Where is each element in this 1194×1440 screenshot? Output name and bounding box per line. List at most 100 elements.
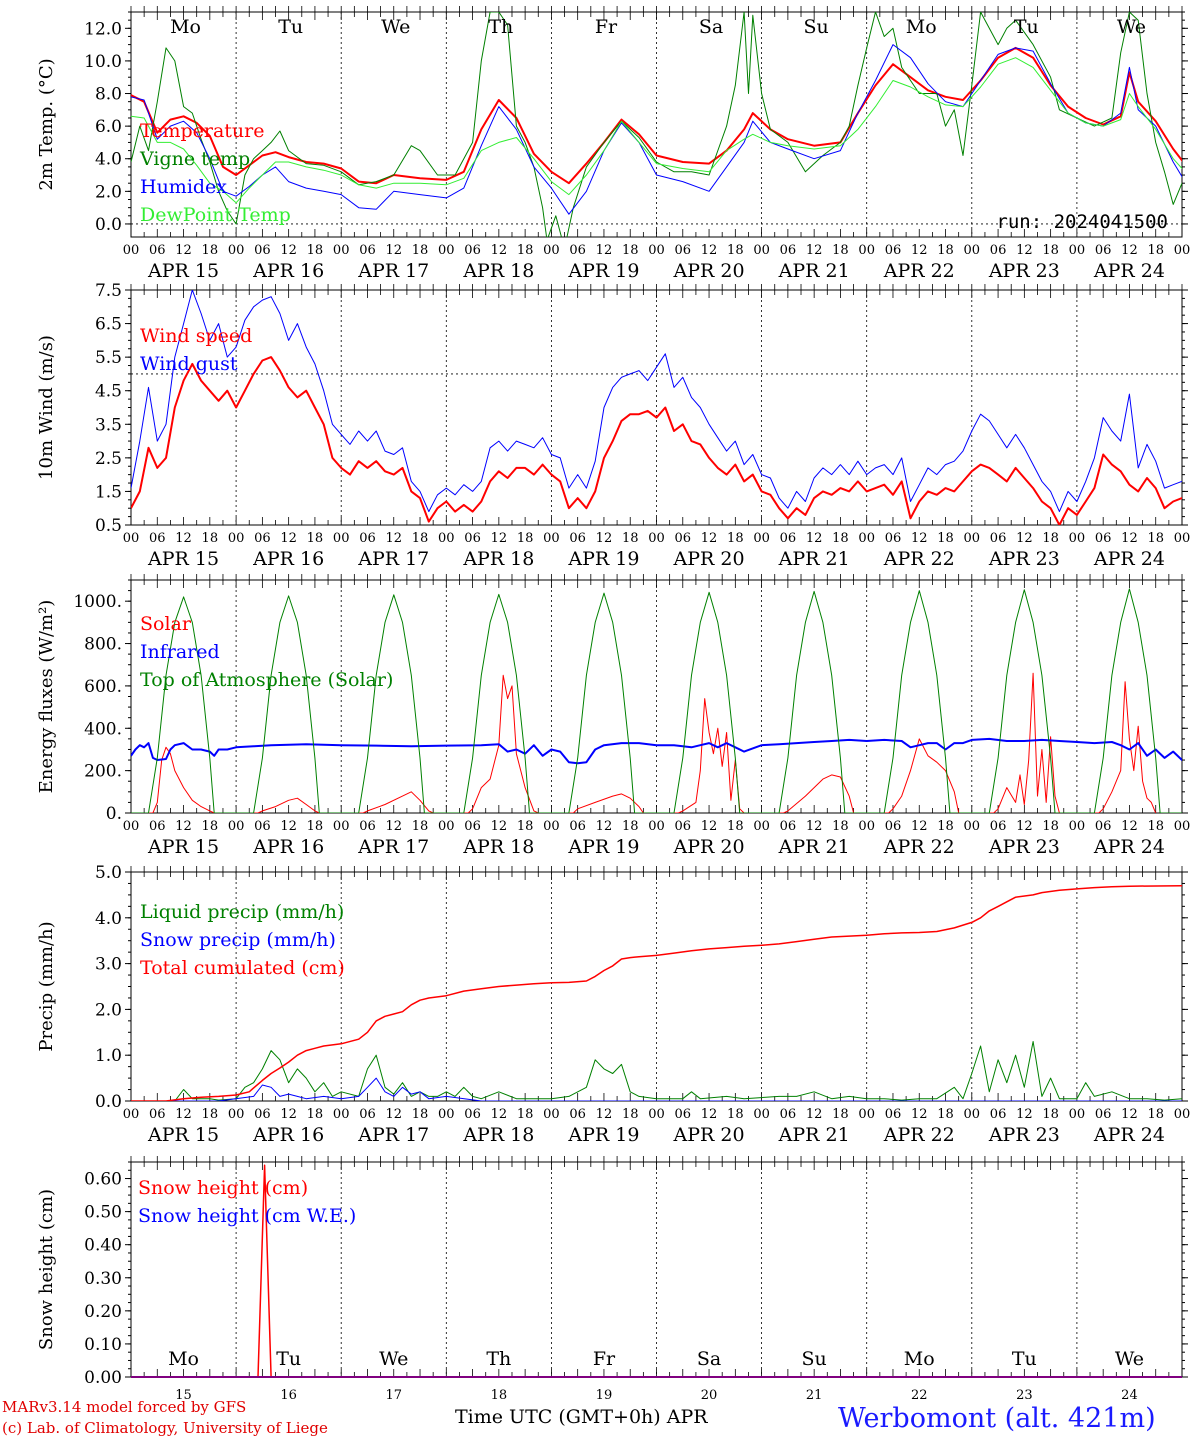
series-snow-precip-mm-h — [131, 1077, 1182, 1101]
y-tick-label: 400. — [84, 719, 122, 739]
legend-entry: DewPoint Temp — [140, 204, 291, 226]
hour-label: 00 — [753, 531, 770, 546]
hour-label: 12 — [1016, 531, 1033, 546]
hour-label: 18 — [622, 819, 639, 834]
hour-label: 18 — [727, 243, 744, 258]
hour-label: 06 — [780, 819, 797, 834]
date-label: APR 18 — [462, 260, 534, 282]
series-total-cumulated-cm — [131, 884, 1182, 1101]
hour-label: 18 — [832, 243, 849, 258]
y-tick-label: 0.40 — [84, 1236, 122, 1256]
date-label: APR 20 — [673, 1124, 745, 1146]
date-label: APR 23 — [988, 548, 1060, 570]
y-tick-label: 3.0 — [95, 955, 122, 975]
hour-label: 06 — [885, 531, 902, 546]
panel-4: 0.0 1.0 2.0 3.0 4.0 5.0 Precip (mm/h) Liquid pr… — [36, 863, 1191, 1146]
hour-label: 06 — [675, 243, 692, 258]
day-number: 23 — [1016, 1388, 1033, 1403]
hour-label: 12 — [701, 819, 718, 834]
hour-label: 06 — [885, 819, 902, 834]
legend-entry: Temperature — [140, 120, 264, 142]
legend-entry: Infrared — [140, 641, 220, 663]
hour-label: 06 — [569, 243, 586, 258]
hour-label: 18 — [937, 819, 954, 834]
hour-label: 00 — [1069, 243, 1086, 258]
hour-label: 06 — [254, 531, 271, 546]
y-tick-label: 4.0 — [95, 150, 122, 170]
day-name: Tu — [276, 1348, 301, 1370]
hour-label: 00 — [123, 531, 140, 546]
date-label: APR 20 — [673, 548, 745, 570]
hour-label: 12 — [1016, 243, 1033, 258]
series-dewpoint-temp — [131, 57, 1182, 204]
date-label: APR 19 — [567, 836, 639, 858]
date-label: APR 23 — [988, 1124, 1060, 1146]
hour-label: 12 — [385, 243, 402, 258]
y-tick-label: 5.5 — [95, 348, 122, 368]
hour-label: 18 — [202, 819, 219, 834]
hour-label: 00 — [753, 243, 770, 258]
y-tick-label: 600. — [84, 677, 122, 697]
hour-label: 00 — [1069, 1107, 1086, 1122]
hour-label: 12 — [175, 1107, 192, 1122]
hour-label: 06 — [464, 819, 481, 834]
day-name: Mo — [170, 16, 201, 38]
hour-label: 06 — [569, 1107, 586, 1122]
legend-entry: Wind speed — [140, 325, 252, 347]
y-tick-label: 0.00 — [84, 1368, 122, 1388]
y-tick-label: 6.0 — [95, 117, 122, 137]
y-tick-label: 1000. — [73, 592, 122, 612]
y-tick-label: 0.20 — [84, 1302, 122, 1322]
hour-label: 18 — [412, 531, 429, 546]
date-label: APR 15 — [147, 260, 219, 282]
model-credit: MARv3.14 model forced by GFS — [2, 1398, 246, 1416]
y-tick-label: 1.0 — [95, 1046, 122, 1066]
panel-3: 0. 200. 400. 600. 800. 1000. Energy fluxes (W/… — [36, 574, 1190, 858]
day-name: Su — [802, 1348, 827, 1370]
hour-label: 00 — [333, 819, 350, 834]
hour-label: 06 — [990, 1107, 1007, 1122]
date-label: APR 21 — [778, 836, 850, 858]
hour-label: 12 — [385, 531, 402, 546]
y-tick-label: 0. — [106, 804, 122, 824]
hour-label: 06 — [990, 243, 1007, 258]
y-tick-label: 4.0 — [95, 909, 122, 929]
date-label: APR 16 — [252, 836, 324, 858]
hour-label: 00 — [964, 531, 981, 546]
hour-label: 00 — [1174, 1107, 1191, 1122]
hour-label: 00 — [123, 819, 140, 834]
hour-label: 06 — [149, 243, 166, 258]
hour-label: 18 — [1147, 1107, 1164, 1122]
y-tick-label: 200. — [84, 762, 122, 782]
date-label: APR 18 — [462, 836, 534, 858]
legend-entry: Vigne temp — [139, 148, 250, 170]
series-liquid-precip-mm-h — [131, 1041, 1182, 1101]
day-name: Sa — [699, 16, 723, 38]
hour-label: 06 — [359, 243, 376, 258]
date-label: APR 20 — [673, 260, 745, 282]
hour-label: 00 — [228, 819, 245, 834]
hour-label: 12 — [911, 243, 928, 258]
day-name: Mo — [168, 1348, 199, 1370]
hour-label: 18 — [517, 1107, 534, 1122]
hour-label: 00 — [753, 1107, 770, 1122]
date-label: APR 19 — [567, 548, 639, 570]
legend-entry: Snow height (cm) — [138, 1177, 308, 1199]
hour-label: 12 — [806, 531, 823, 546]
hour-label: 12 — [491, 1107, 508, 1122]
day-name: Tu — [278, 16, 303, 38]
hour-label: 06 — [359, 819, 376, 834]
y-axis-label: Snow height (cm) — [36, 1189, 57, 1350]
day-number: 17 — [385, 1388, 402, 1403]
hour-label: 12 — [806, 243, 823, 258]
date-label: APR 15 — [147, 1124, 219, 1146]
hour-label: 12 — [1121, 819, 1138, 834]
hour-label: 12 — [280, 1107, 297, 1122]
lab-credit: (c) Lab. of Climatology, University of L… — [2, 1419, 328, 1437]
hour-label: 06 — [254, 1107, 271, 1122]
day-number: 16 — [280, 1388, 297, 1403]
hour-label: 12 — [385, 819, 402, 834]
hour-label: 12 — [1016, 819, 1033, 834]
hour-label: 18 — [517, 243, 534, 258]
hour-label: 06 — [780, 531, 797, 546]
